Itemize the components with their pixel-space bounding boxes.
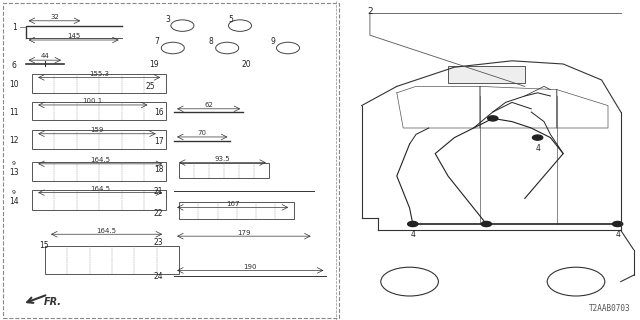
Text: 5: 5 [228, 15, 233, 24]
Text: 25: 25 [145, 82, 156, 91]
Text: 23: 23 [154, 238, 164, 247]
Text: 17: 17 [154, 137, 164, 146]
Text: 62: 62 [204, 102, 213, 108]
Text: 167: 167 [226, 201, 240, 207]
Bar [179, 202, 294, 219]
Text: 21: 21 [154, 188, 163, 196]
Text: 9: 9 [271, 37, 276, 46]
Text: 70: 70 [198, 130, 207, 136]
Text: 179: 179 [237, 229, 251, 236]
Text: FR.: FR. [44, 297, 61, 308]
Bar [32, 102, 166, 120]
Text: 16: 16 [154, 108, 164, 117]
Text: 4: 4 [410, 230, 415, 239]
Text: 19: 19 [148, 60, 159, 68]
Bar [32, 74, 166, 93]
Circle shape [481, 221, 492, 227]
Text: 93.5: 93.5 [215, 156, 230, 162]
Text: T2AAB0703: T2AAB0703 [589, 304, 630, 313]
Text: 32: 32 [50, 14, 59, 20]
Bar [3, 3, 339, 318]
Text: 8: 8 [209, 37, 214, 46]
Circle shape [488, 116, 498, 121]
Text: 164.5: 164.5 [96, 228, 116, 234]
Text: 6: 6 [12, 61, 17, 70]
Text: 12: 12 [10, 136, 19, 145]
Text: 10: 10 [9, 80, 19, 89]
Bar [32, 162, 166, 181]
Circle shape [612, 221, 623, 227]
Text: 100.1: 100.1 [83, 98, 103, 104]
Text: 7: 7 [154, 37, 159, 46]
Text: 4: 4 [535, 144, 540, 153]
Text: 24: 24 [154, 272, 164, 281]
Text: 18: 18 [154, 165, 163, 174]
Text: 22: 22 [154, 209, 163, 218]
Text: 9: 9 [12, 161, 16, 166]
Text: 164.5: 164.5 [90, 157, 111, 163]
Text: 15: 15 [38, 241, 49, 250]
Bar [179, 163, 269, 178]
Text: 4: 4 [615, 230, 620, 239]
Circle shape [408, 221, 418, 227]
Text: 9: 9 [12, 190, 16, 195]
Text: 190: 190 [243, 264, 257, 270]
Text: 164.5: 164.5 [90, 186, 111, 192]
Bar [45, 246, 179, 274]
Text: 1: 1 [12, 23, 17, 32]
Bar [32, 130, 166, 149]
Text: 44: 44 [40, 53, 49, 59]
Circle shape [532, 135, 543, 140]
Text: 159: 159 [91, 127, 104, 133]
Bar [448, 66, 525, 83]
Text: 155.3: 155.3 [89, 71, 109, 77]
Text: 13: 13 [9, 168, 19, 177]
Text: 2: 2 [367, 7, 372, 16]
Bar [32, 190, 166, 210]
Text: 3: 3 [165, 15, 170, 24]
Text: 11: 11 [10, 108, 19, 116]
Text: 145: 145 [67, 33, 80, 39]
Text: 14: 14 [9, 197, 19, 206]
Text: 20: 20 [241, 60, 252, 68]
